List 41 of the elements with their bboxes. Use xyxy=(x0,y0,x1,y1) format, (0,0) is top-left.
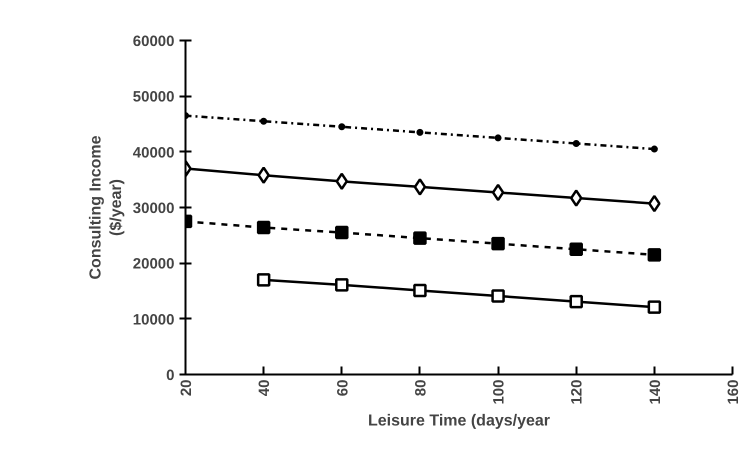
point xyxy=(257,166,270,184)
y-axis-title: Consulting Income ($/year) xyxy=(87,135,125,280)
y-tick-label: 20000 xyxy=(132,256,175,273)
point xyxy=(572,140,580,147)
x-tick-label: 60 xyxy=(334,379,352,396)
y-tick-label: 10000 xyxy=(132,311,175,328)
point xyxy=(256,220,270,234)
point xyxy=(414,178,426,196)
point xyxy=(492,184,504,202)
y-tick-label: 40000 xyxy=(132,144,175,162)
point xyxy=(256,273,270,287)
point xyxy=(335,278,349,292)
point xyxy=(260,118,268,125)
point xyxy=(336,172,348,190)
point xyxy=(491,236,505,250)
x-tick-label: 20 xyxy=(178,379,195,396)
y-tick-label: 50000 xyxy=(132,88,175,106)
y-tick-label: 30000 xyxy=(132,200,175,217)
y-tick-label: 60000 xyxy=(132,33,175,50)
point xyxy=(650,146,658,153)
x-tick-label: 120 xyxy=(568,379,586,405)
y-tick-label: 0 xyxy=(166,367,174,384)
x-tick-label: 160 xyxy=(725,379,742,405)
point xyxy=(491,289,505,303)
point xyxy=(416,128,424,136)
point xyxy=(494,134,502,142)
x-axis-title: Leisure Time (days/year xyxy=(368,412,550,430)
point xyxy=(413,284,427,298)
point xyxy=(648,300,662,314)
point xyxy=(335,226,349,240)
point xyxy=(648,248,662,262)
x-tick-label: 80 xyxy=(412,379,430,396)
point xyxy=(569,242,583,256)
x-tick-label: 100 xyxy=(490,379,508,405)
point xyxy=(338,123,346,130)
point xyxy=(648,194,661,212)
x-tick-label: 140 xyxy=(646,379,664,405)
point xyxy=(569,294,583,308)
x-tick-label: 40 xyxy=(256,379,274,396)
point xyxy=(413,231,427,245)
point xyxy=(570,189,582,207)
